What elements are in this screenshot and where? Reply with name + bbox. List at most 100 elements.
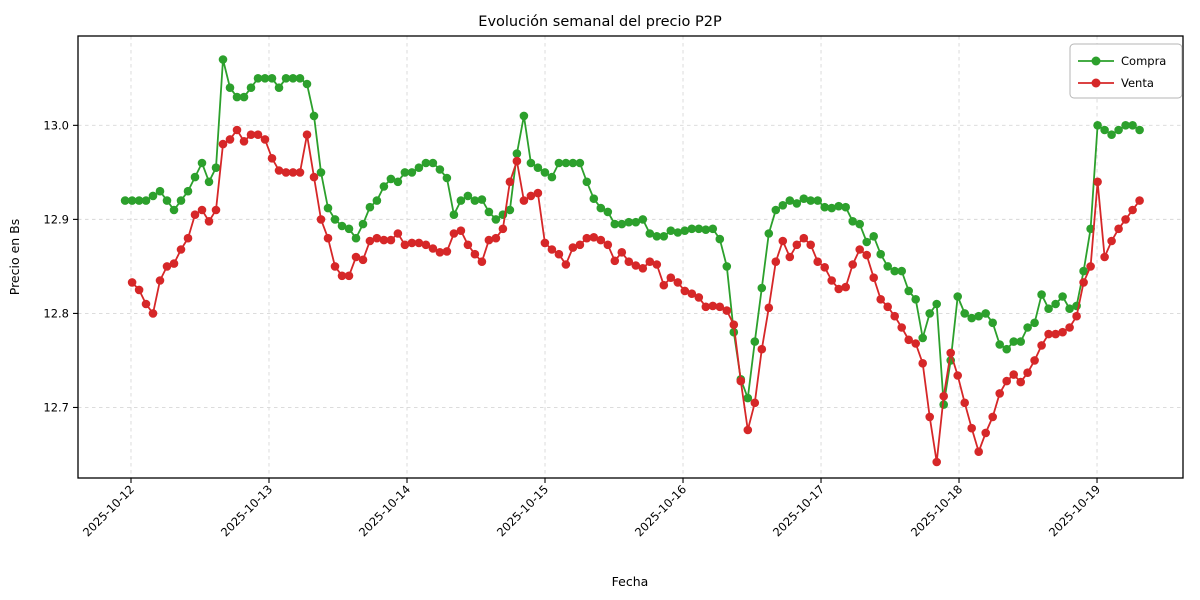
series-venta-marker bbox=[708, 301, 718, 311]
series-venta-marker bbox=[540, 238, 550, 248]
series-compra-marker bbox=[120, 196, 130, 205]
series-venta-marker bbox=[939, 391, 948, 401]
series-compra-marker bbox=[1002, 344, 1011, 354]
series-venta-marker bbox=[267, 154, 277, 163]
series-venta-marker bbox=[428, 244, 438, 253]
x-tick-label: 2025-10-16 bbox=[632, 482, 689, 539]
series-venta-marker bbox=[813, 257, 822, 267]
series-compra-marker bbox=[162, 196, 172, 205]
series-compra-marker bbox=[778, 201, 788, 210]
series-compra-marker bbox=[701, 225, 711, 234]
series-compra-marker bbox=[743, 393, 753, 403]
series-venta-marker bbox=[526, 191, 536, 201]
series-compra-marker bbox=[869, 232, 878, 241]
series-venta-marker bbox=[841, 282, 850, 292]
gridlines bbox=[78, 36, 1183, 478]
series-venta-marker bbox=[442, 247, 452, 256]
series-venta-marker bbox=[176, 245, 186, 254]
series-compra-marker bbox=[855, 219, 864, 229]
series-venta-marker bbox=[330, 262, 340, 271]
series-venta-marker bbox=[806, 240, 815, 250]
series-compra-marker bbox=[190, 172, 200, 182]
series-venta-marker bbox=[743, 425, 753, 435]
series-venta-marker bbox=[1135, 196, 1144, 205]
series-venta-marker bbox=[785, 252, 795, 262]
x-axis-label: Fecha bbox=[612, 574, 649, 589]
series-venta-marker bbox=[533, 188, 543, 198]
series-venta-marker bbox=[148, 309, 158, 318]
series-compra-marker bbox=[386, 174, 396, 184]
series-compra-marker bbox=[967, 313, 976, 323]
series-venta-marker bbox=[1058, 327, 1067, 337]
series-venta-marker bbox=[274, 166, 284, 175]
series-compra-marker bbox=[505, 205, 515, 215]
series-compra-marker bbox=[1051, 299, 1060, 309]
series-venta-marker bbox=[1023, 368, 1032, 378]
series-venta-marker bbox=[421, 240, 431, 250]
series-compra-marker bbox=[841, 202, 850, 212]
series-venta-marker bbox=[323, 233, 333, 243]
series-compra-marker bbox=[400, 168, 410, 177]
series-venta-marker bbox=[918, 359, 927, 368]
series-venta-marker bbox=[316, 215, 326, 224]
series-venta-marker bbox=[715, 302, 725, 312]
series-compra-marker bbox=[568, 158, 578, 168]
series-venta-marker bbox=[561, 260, 571, 269]
series-venta-marker bbox=[1051, 329, 1060, 339]
y-axis-label: Precio en Bs bbox=[7, 219, 22, 296]
series-venta-marker bbox=[883, 302, 892, 312]
series-venta-marker bbox=[624, 257, 634, 267]
series-venta-marker bbox=[568, 243, 578, 252]
series-venta-marker bbox=[554, 249, 564, 259]
series-venta-marker bbox=[169, 259, 179, 268]
series-compra-marker bbox=[414, 163, 424, 172]
series-venta-marker bbox=[589, 233, 599, 242]
series-compra-marker bbox=[547, 172, 557, 182]
series-venta-marker bbox=[393, 229, 403, 238]
series-venta-marker bbox=[190, 210, 200, 219]
series-compra-marker bbox=[1114, 125, 1123, 135]
series-venta-marker bbox=[1030, 356, 1039, 365]
series-venta-marker bbox=[1128, 205, 1137, 215]
series-compra-marker bbox=[281, 74, 291, 83]
series-venta-marker bbox=[253, 130, 263, 139]
series-venta-marker bbox=[197, 205, 207, 215]
legend-item-compra: Compra bbox=[1078, 54, 1166, 68]
series-compra-marker bbox=[1079, 266, 1088, 276]
series-venta-marker bbox=[1065, 323, 1074, 332]
series-compra-marker bbox=[757, 283, 767, 293]
series-compra-marker bbox=[610, 219, 620, 229]
series-compra-marker bbox=[512, 149, 522, 158]
series-compra-marker bbox=[274, 83, 284, 92]
x-tick-label: 2025-10-17 bbox=[770, 482, 827, 539]
series-compra-marker bbox=[169, 205, 179, 215]
series-compra-marker bbox=[533, 163, 543, 172]
series-compra-marker bbox=[904, 286, 913, 296]
series-compra-marker bbox=[225, 83, 235, 92]
series-venta-marker bbox=[638, 264, 648, 273]
series-compra-marker bbox=[232, 92, 242, 102]
series-venta-marker bbox=[925, 412, 934, 422]
series-venta-marker bbox=[1009, 370, 1018, 379]
series-venta-marker bbox=[764, 303, 774, 313]
series-venta-marker bbox=[778, 236, 788, 246]
series-compra-marker bbox=[862, 237, 871, 247]
series-compra-marker bbox=[764, 229, 774, 238]
x-tick-label: 2025-10-18 bbox=[908, 482, 965, 539]
series-venta-marker bbox=[232, 125, 242, 135]
series-compra-marker bbox=[407, 168, 417, 177]
series-venta-marker bbox=[904, 335, 913, 345]
series-venta-marker bbox=[722, 306, 732, 315]
series-compra-marker bbox=[785, 196, 795, 205]
series-venta-marker bbox=[337, 271, 347, 281]
series-compra-marker bbox=[477, 195, 487, 204]
series-venta-marker bbox=[456, 226, 466, 235]
series-venta-marker bbox=[477, 257, 487, 267]
series-compra-marker bbox=[729, 327, 739, 337]
series-venta-marker bbox=[1086, 262, 1095, 271]
x-tick-label: 2025-10-12 bbox=[80, 482, 137, 539]
series-venta-marker bbox=[701, 302, 711, 312]
series-compra-marker bbox=[1135, 125, 1144, 135]
series-compra-marker bbox=[253, 74, 263, 83]
series-venta-marker bbox=[834, 284, 843, 294]
